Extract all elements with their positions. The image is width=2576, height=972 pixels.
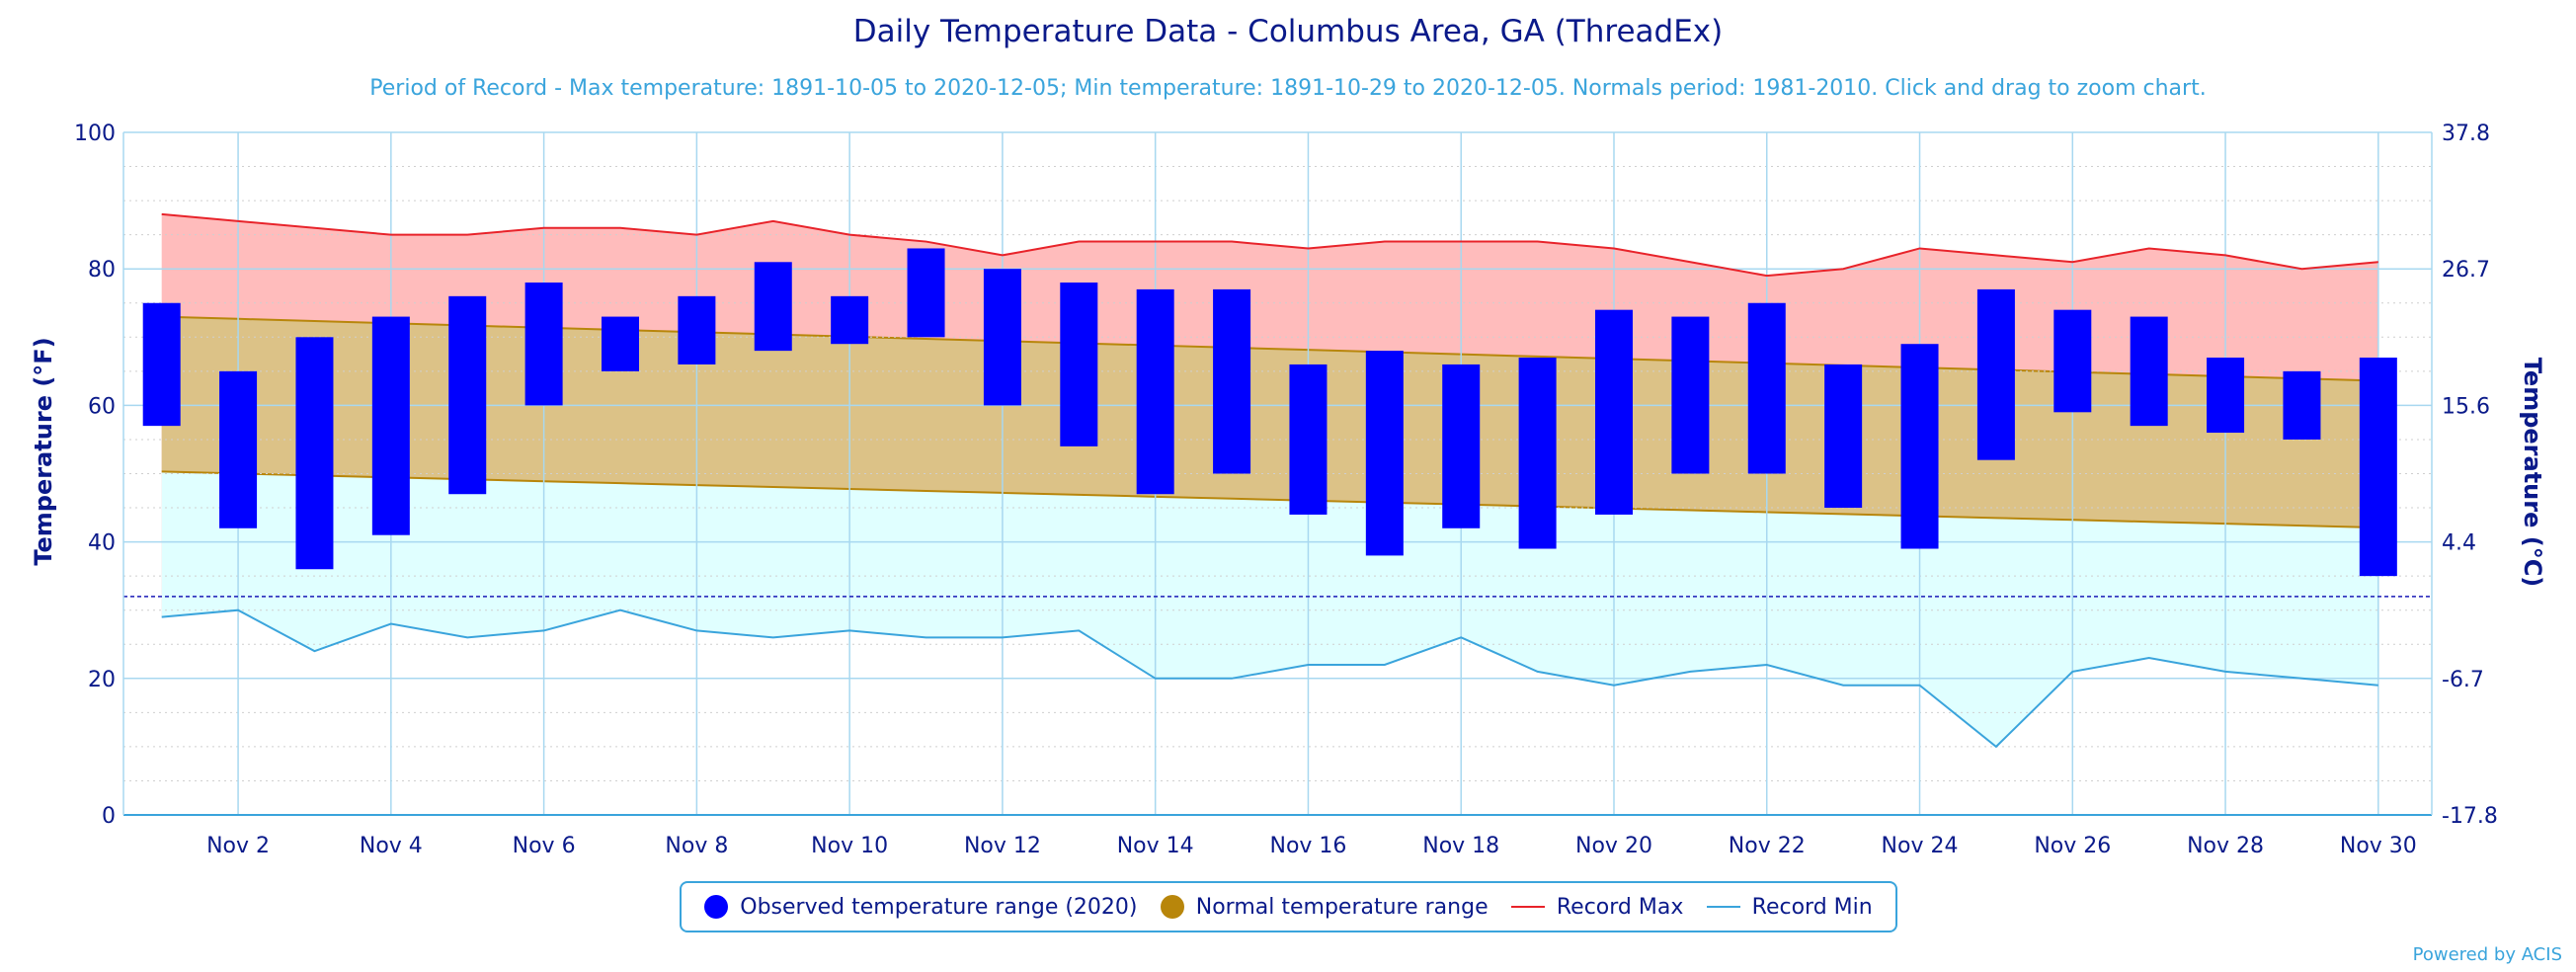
observed-range-bar	[448, 295, 487, 495]
y-tick-label-left: 80	[88, 258, 116, 283]
observed-range-bar	[1900, 344, 1939, 549]
x-tick-label: Nov 10	[811, 834, 888, 858]
x-tick-label: Nov 12	[964, 834, 1041, 858]
observed-range-bar	[2207, 358, 2245, 434]
observed-range-bar	[1442, 364, 1481, 528]
observed-range-bar	[1518, 358, 1557, 549]
legend-label-record-max: Record Max	[1556, 894, 1684, 920]
observed-range-bar	[831, 295, 869, 345]
observed-range-bar	[1289, 364, 1328, 515]
observed-range-bar	[1671, 316, 1710, 474]
observed-range-bar	[524, 283, 563, 406]
observed-range-bar	[1213, 288, 1251, 474]
observed-range-bar	[1594, 309, 1633, 515]
observed-range-bar	[1136, 288, 1174, 495]
legend-label-normal: Normal temperature range	[1195, 894, 1489, 920]
x-tick-label: Nov 6	[513, 834, 576, 858]
observed-marker-icon	[704, 895, 729, 919]
observed-range-bar	[219, 370, 258, 528]
observed-range-bar	[2053, 309, 2092, 413]
observed-range-bar	[142, 302, 181, 427]
legend-label-observed: Observed temperature range (2020)	[740, 894, 1138, 920]
observed-range-bar	[2359, 358, 2397, 577]
y-tick-label-right: 26.7	[2442, 258, 2490, 283]
observed-range-bar	[2283, 370, 2321, 440]
plot-area[interactable]: 0 -17.8 20 -6.7 40 4.4 60 15.6 80 26.7 100 37.8 Nov …	[74, 122, 2498, 858]
y-tick-label-right: 37.8	[2442, 122, 2490, 146]
record-min-line-icon	[1706, 906, 1740, 908]
observed-range-bar	[1747, 302, 1786, 474]
x-tick-label: Nov 28	[2187, 834, 2264, 858]
observed-range-bar	[1365, 351, 1404, 556]
observed-range-bar	[754, 262, 792, 352]
record-max-line-icon	[1510, 906, 1545, 908]
observed-range-bar	[1824, 364, 1863, 509]
observed-range-bar	[295, 337, 334, 570]
observed-range-bar	[1976, 288, 2015, 460]
record-min-line	[161, 608, 2378, 749]
observed-range-bar	[601, 316, 639, 371]
normal-low-line	[161, 470, 2378, 529]
y-axis-label-left: Temperature (°F)	[30, 337, 57, 565]
x-tick-label: Nov 24	[1882, 834, 1959, 858]
x-tick-label: Nov 4	[360, 834, 423, 858]
legend-item-record-min[interactable]: Record Min	[1706, 894, 1873, 920]
y-axis-label-right: Temperature (°C)	[2519, 358, 2546, 588]
observed-range-bar	[678, 295, 716, 364]
legend-label-record-min: Record Min	[1751, 894, 1873, 920]
y-tick-label-right: -17.8	[2442, 804, 2498, 829]
y-tick-label-left: 0	[102, 804, 116, 829]
x-tick-label: Nov 16	[1269, 834, 1346, 858]
observed-range-bar	[983, 269, 1021, 406]
observed-range-bar	[907, 248, 945, 338]
y-tick-label-right: 15.6	[2442, 394, 2490, 419]
legend-item-normal[interactable]: Normal temperature range	[1160, 894, 1489, 920]
x-tick-label: Nov 14	[1117, 834, 1194, 858]
normal-marker-icon	[1160, 895, 1184, 919]
y-tick-label-left: 40	[88, 531, 116, 556]
x-tick-label: Nov 2	[206, 834, 270, 858]
x-tick-label: Nov 18	[1422, 834, 1499, 858]
chart-legend: Observed temperature range (2020) Normal…	[680, 881, 1897, 932]
normal-range-area	[161, 316, 2378, 528]
x-tick-label: Nov 8	[665, 834, 728, 858]
observed-range-bar	[1060, 283, 1098, 446]
x-tick-label: Nov 26	[2034, 834, 2111, 858]
record-max-line	[161, 212, 2378, 278]
chart-title: Daily Temperature Data - Columbus Area, …	[853, 14, 1723, 49]
observed-range-bar	[371, 316, 410, 535]
powered-by-credit[interactable]: Powered by ACIS	[2412, 944, 2562, 965]
x-tick-label: Nov 20	[1575, 834, 1652, 858]
y-tick-label-left: 20	[88, 668, 116, 692]
x-tick-label: Nov 22	[1729, 834, 1806, 858]
legend-item-record-max[interactable]: Record Max	[1510, 894, 1684, 920]
y-tick-label-right: -6.7	[2442, 668, 2484, 692]
y-tick-label-left: 60	[88, 394, 116, 419]
observed-range-bar	[2130, 316, 2168, 427]
y-tick-label-right: 4.4	[2442, 531, 2476, 556]
y-tick-label-left: 100	[74, 122, 116, 146]
x-tick-label: Nov 30	[2340, 834, 2417, 858]
chart-subtitle: Period of Record - Max temperature: 1891…	[369, 76, 2206, 101]
legend-item-observed[interactable]: Observed temperature range (2020)	[704, 894, 1138, 920]
